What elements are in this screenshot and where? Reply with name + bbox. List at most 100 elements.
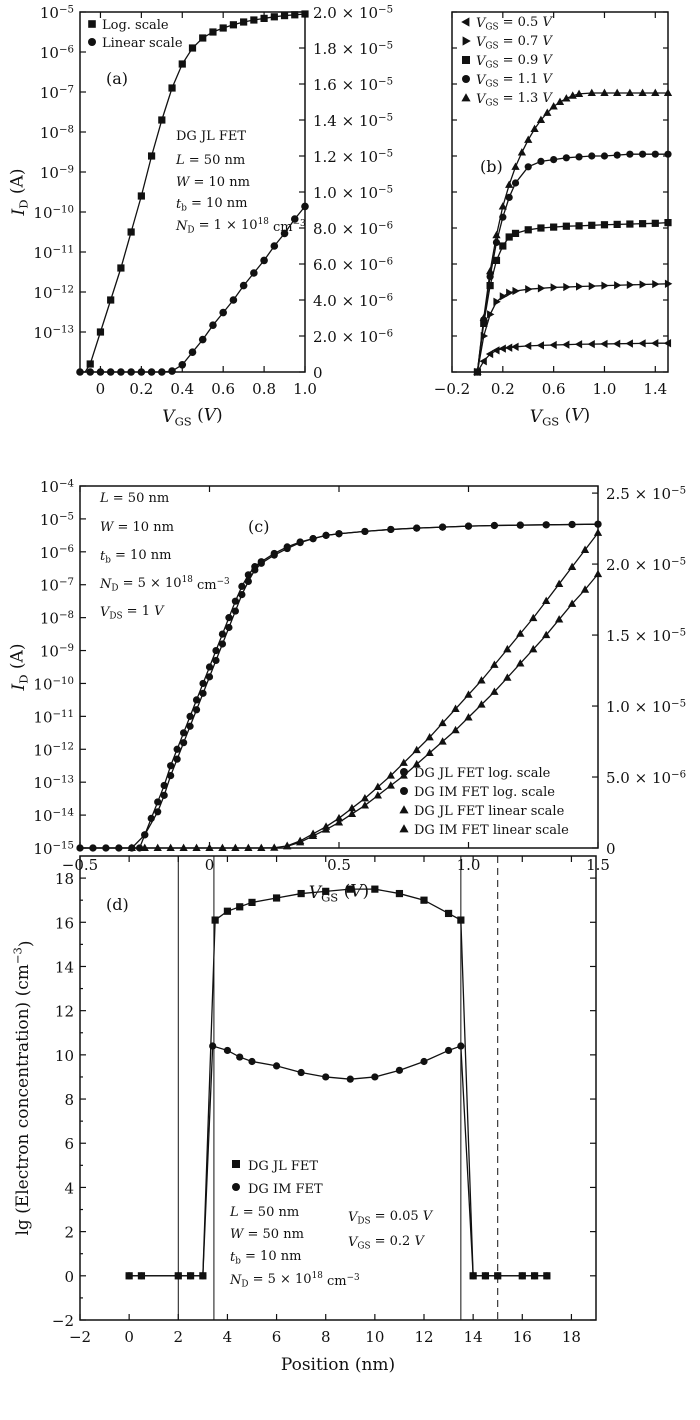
data-point-log (219, 24, 227, 32)
data-point (549, 340, 557, 350)
legend-label: VGS​ = 0.7 V (476, 34, 553, 52)
data-point (588, 282, 597, 291)
data-point (612, 339, 621, 348)
data-point (412, 759, 421, 768)
data-point (516, 629, 525, 637)
data-point (272, 894, 281, 902)
data-point (505, 180, 514, 188)
x-tick-label: 0.6 (211, 380, 235, 398)
data-point-linear (239, 281, 248, 290)
data-point (613, 220, 621, 228)
data-point-log (240, 18, 248, 26)
data-point (614, 281, 622, 290)
data-point (395, 889, 404, 898)
data-point (486, 273, 494, 281)
data-point (420, 1057, 428, 1066)
annotation-text: VGS​ = 0.2 V (348, 1234, 425, 1252)
data-point-linear (188, 348, 197, 357)
x-tick-label: 1.5 (586, 856, 610, 874)
data-point (511, 342, 519, 351)
data-point (477, 700, 486, 708)
y-right-tick-label: 5.0 × 10−6​ (606, 769, 686, 787)
data-point (542, 596, 551, 605)
data-point (248, 1057, 256, 1066)
y-axis-label: ID​ (A) (7, 644, 30, 692)
data-point-linear (280, 229, 289, 238)
plot-frame (79, 11, 306, 373)
x-tick-label: 0.5 (327, 856, 351, 874)
data-point-linear (117, 368, 125, 376)
data-point (580, 585, 590, 593)
data-point (479, 357, 487, 366)
data-point (179, 843, 188, 852)
data-point (517, 148, 527, 156)
data-point (125, 1272, 133, 1280)
data-point (663, 339, 672, 348)
data-point (481, 1272, 490, 1280)
data-point (498, 344, 506, 353)
data-point (575, 153, 583, 161)
y-left-tick-label: 10−14​ (33, 807, 74, 825)
data-point (477, 676, 486, 684)
y-left-tick-label: 10−5​ (40, 4, 74, 22)
data-point (386, 781, 395, 789)
data-point (335, 530, 343, 538)
data-point (492, 256, 501, 264)
data-point (160, 791, 168, 799)
y-tick-label: 18 (55, 870, 74, 888)
data-point (651, 88, 660, 97)
data-point-log (270, 13, 278, 21)
data-point (536, 341, 545, 350)
legend-marker (399, 824, 409, 833)
x-tick-label: 6 (272, 1328, 282, 1346)
data-point (154, 798, 162, 806)
data-point-linear (86, 368, 95, 376)
data-point (529, 613, 538, 622)
data-point (236, 1053, 244, 1061)
legend-marker (232, 1183, 240, 1191)
data-point (192, 706, 201, 714)
data-point (199, 1272, 207, 1280)
data-point (102, 844, 110, 852)
y-left-tick-label: 10−4​ (40, 478, 74, 496)
y-tick-label: 0 (64, 1268, 74, 1286)
data-point (223, 1046, 232, 1055)
data-point (223, 907, 232, 915)
data-point-log (280, 12, 289, 20)
legend-label: DG IM FET log. scale (414, 785, 555, 800)
data-point (537, 157, 545, 165)
y-right-tick-label: 2.0 × 10−6​ (313, 328, 393, 346)
data-point (574, 89, 584, 97)
data-point (524, 135, 533, 143)
data-point (199, 689, 207, 697)
data-point (562, 154, 570, 162)
annotation-text: W = 10 nm (176, 175, 250, 190)
data-point (511, 229, 520, 237)
data-point (600, 221, 609, 229)
panel-a: 0 0.2 0.4 0.6 0.8 1.0 10−13​ 10−12​ 10−11​ 10−10​… (7, 4, 393, 428)
y-tick-label: 12 (55, 1003, 74, 1021)
data-point (663, 88, 673, 97)
data-point (537, 284, 546, 293)
data-point (490, 521, 498, 530)
y-left-tick-label: 10−12​ (33, 284, 74, 302)
y-right-tick-label: 1.8 × 10−5​ (313, 40, 393, 58)
x-tick-label: 18 (562, 1328, 581, 1346)
y-left-tick-label: 10−12​ (33, 741, 74, 759)
data-point (567, 599, 577, 607)
legend-label: VGS​ = 0.5 V (476, 15, 553, 33)
x-tick-label: 1.0 (593, 380, 617, 398)
data-point (386, 771, 395, 779)
panel-label: (b) (480, 157, 503, 176)
data-point (574, 340, 583, 349)
legend-marker (88, 38, 96, 46)
data-point (664, 219, 672, 227)
series-line (476, 92, 668, 373)
data-point (485, 349, 494, 359)
y-right-tick-label: 1.0 × 10−5​ (606, 698, 686, 716)
data-point-linear (250, 269, 258, 277)
data-point-log (127, 228, 135, 236)
data-point-log (117, 264, 125, 272)
data-point-linear (209, 321, 217, 330)
